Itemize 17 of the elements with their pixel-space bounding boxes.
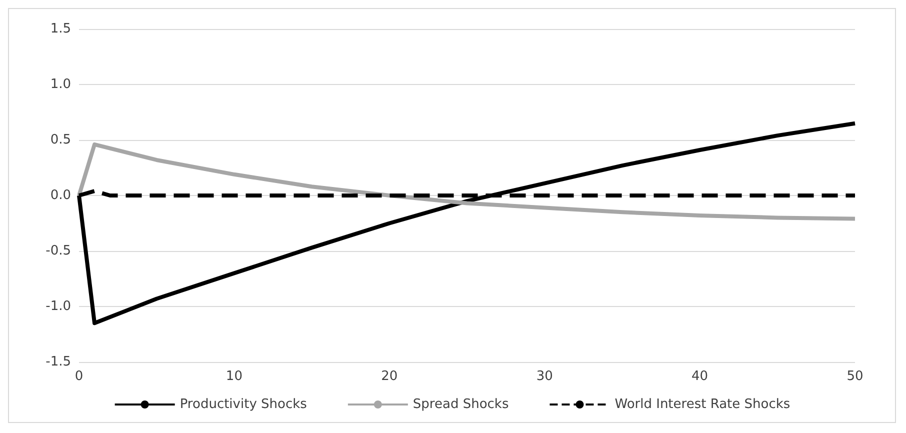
- y-tick-label: 1.0: [50, 77, 71, 92]
- legend-label: World Interest Rate Shocks: [614, 397, 790, 412]
- legend-label: Productivity Shocks: [180, 397, 308, 412]
- y-tick-label: -1.0: [46, 299, 71, 314]
- y-tick-label: -1.5: [46, 354, 71, 370]
- y-tick-label: 1.5: [50, 22, 71, 36]
- y-tick-label: -0.5: [46, 244, 71, 258]
- legend-label: Spread Shocks: [412, 397, 509, 412]
- x-tick-label: 10: [226, 369, 242, 384]
- x-tick-label: 50: [846, 369, 864, 384]
- y-tick-label: 0.0: [50, 188, 71, 203]
- x-tick-label: 20: [381, 369, 398, 384]
- line-series: [77, 142, 857, 221]
- x-tick-label: 40: [692, 369, 708, 384]
- x-tick-label: 30: [536, 369, 553, 384]
- y-tick-label: 0.5: [50, 132, 71, 148]
- x-tick-label: 0: [74, 369, 84, 384]
